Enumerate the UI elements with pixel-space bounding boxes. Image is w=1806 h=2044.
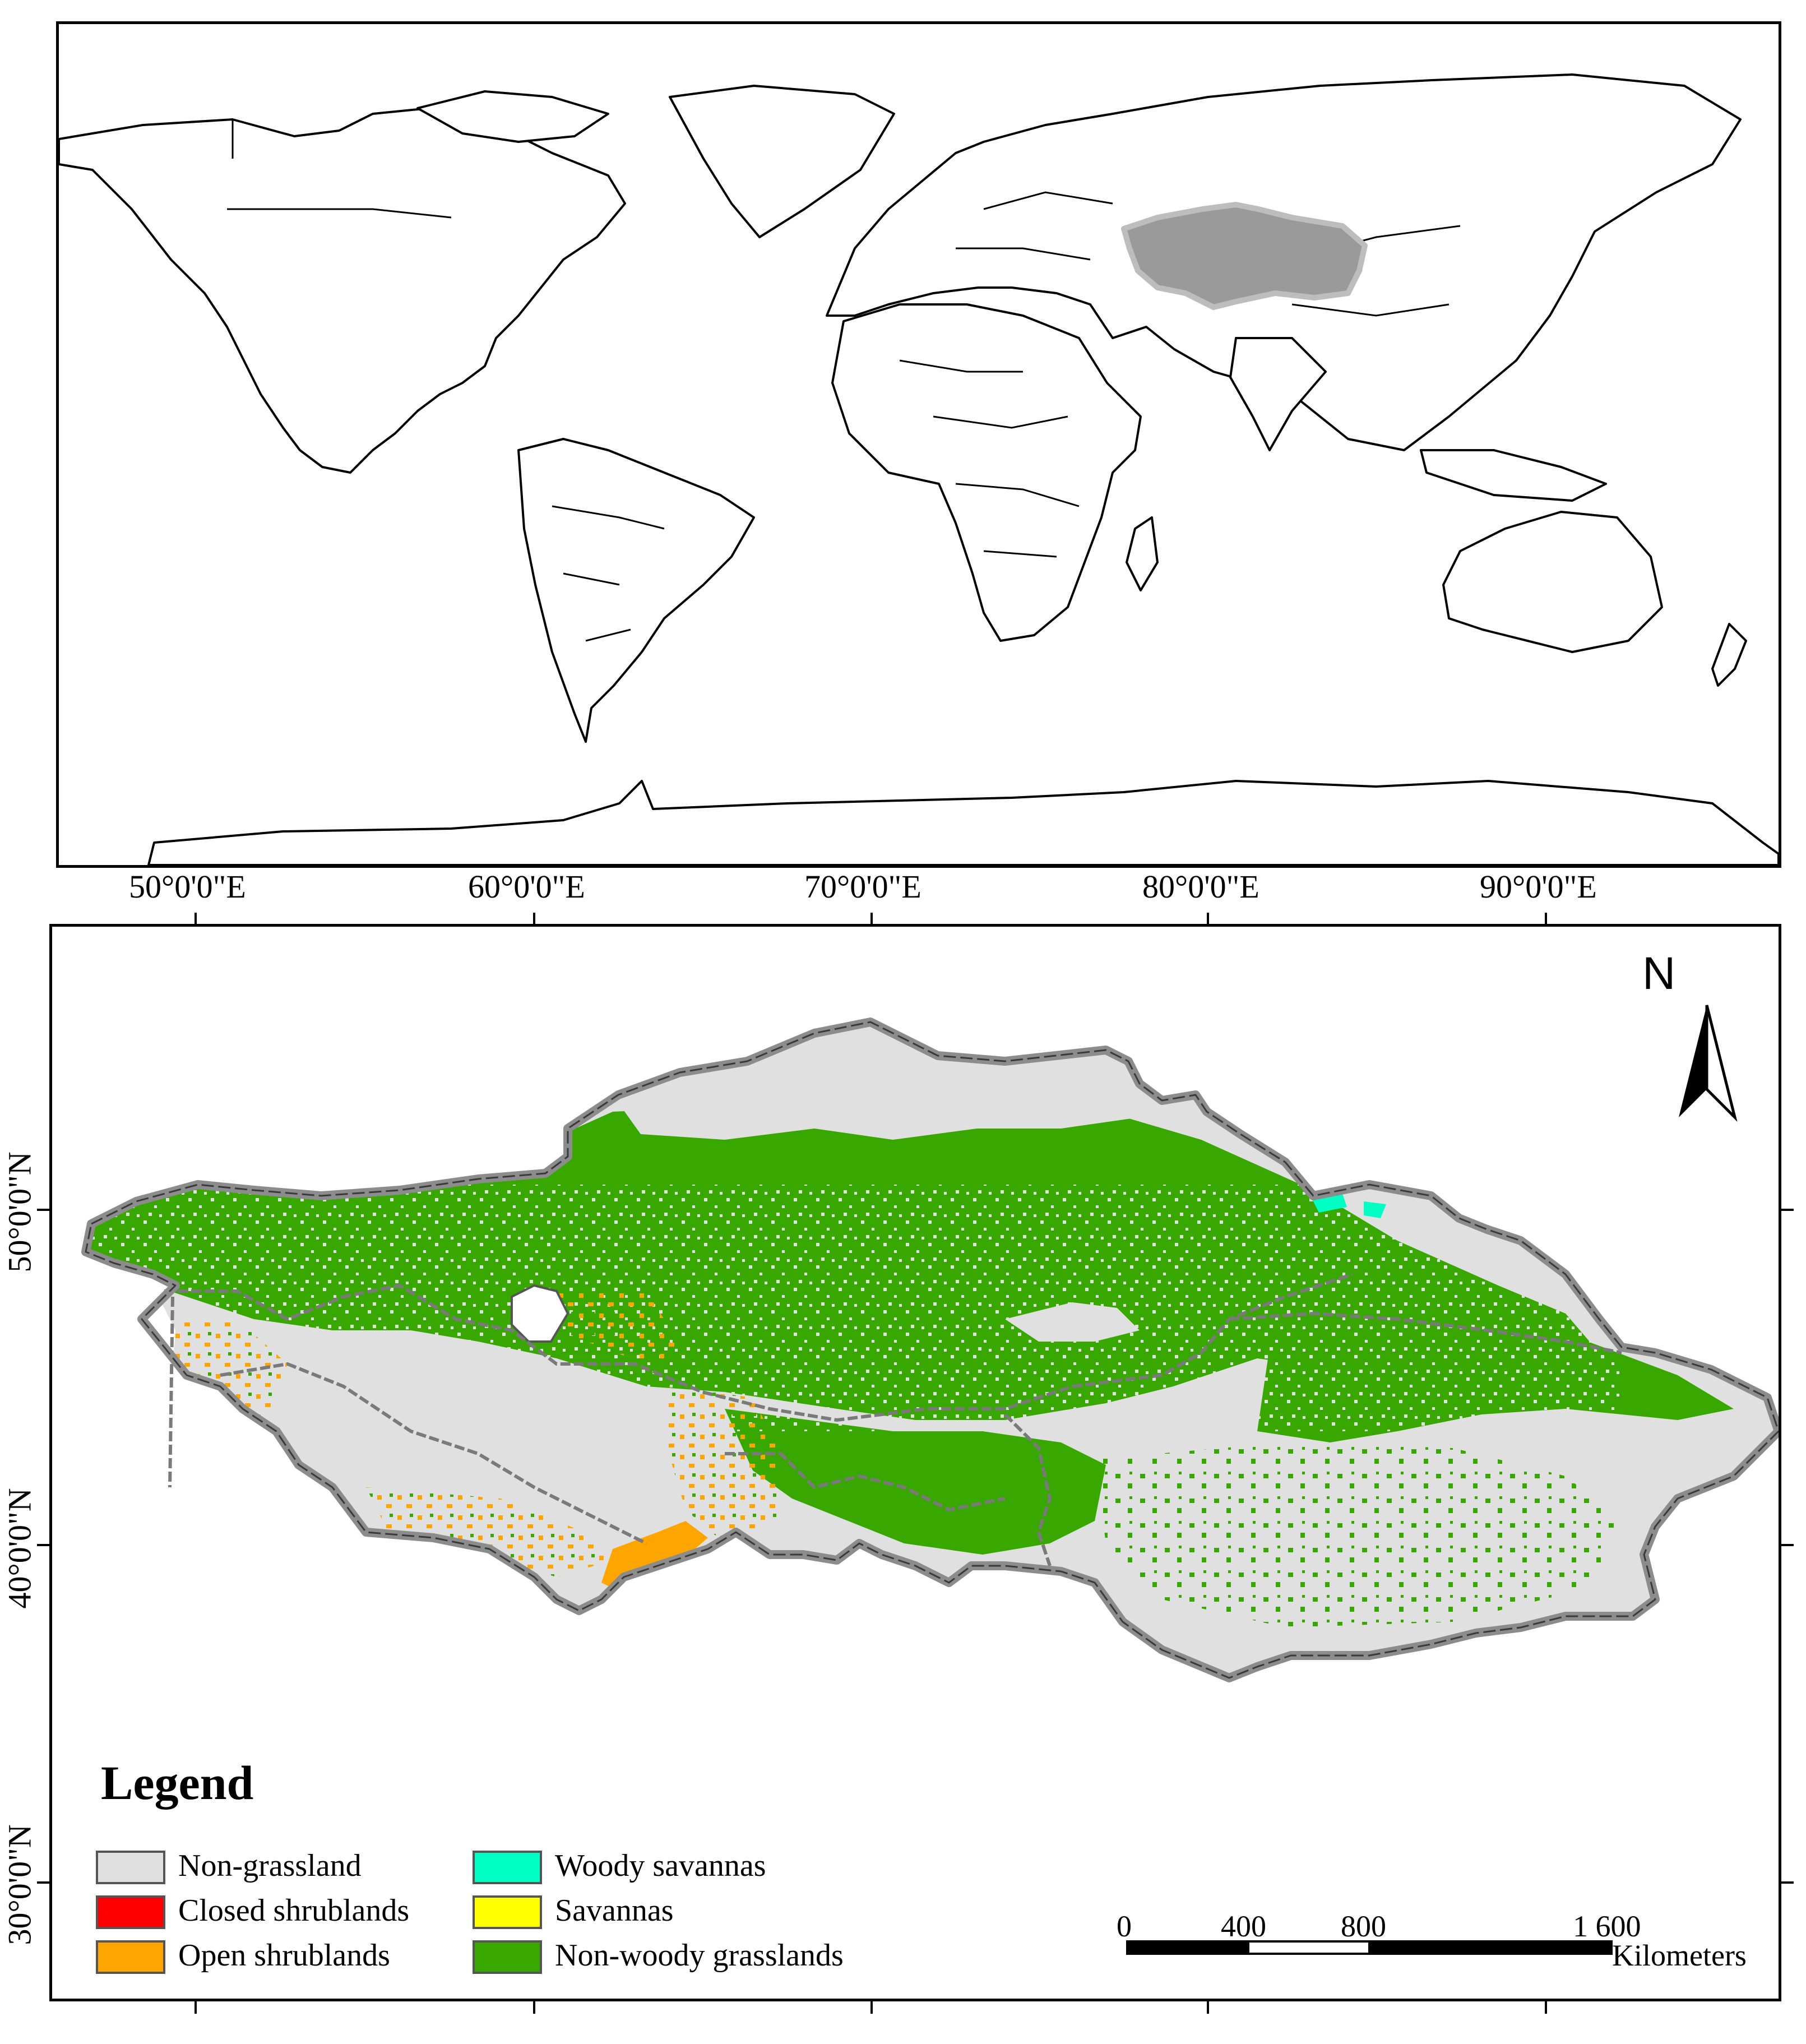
open-shrublands-southwest	[366, 1487, 613, 1577]
lon-tick-bottom-70	[870, 2001, 873, 2014]
open-shrublands-center	[669, 1386, 781, 1543]
lon-tick-80	[1207, 913, 1209, 924]
woody-savannas-northeast-2	[1364, 1201, 1386, 1218]
legend-swatch-non-grassland	[96, 1851, 165, 1884]
lat-tick-50-right	[1781, 1209, 1794, 1211]
legend-text: Open shrublands	[178, 1938, 390, 1973]
world-map-svg	[59, 73, 1779, 865]
caspian-sea-lake	[86, 1285, 175, 1571]
lon-tick-60	[533, 913, 535, 924]
lon-label-70: 70°0'0"E	[804, 868, 921, 905]
lat-label-30: 30°0'0"N	[1, 1824, 38, 1945]
grassland-southeast-scatter	[1095, 1442, 1622, 1627]
legend-title: Legend	[101, 1756, 254, 1810]
border-mongolia-china	[1229, 1312, 1622, 1354]
antarctica-landmass	[147, 780, 1779, 865]
lon-tick-bottom-60	[533, 2001, 535, 2014]
africa-borders	[899, 359, 1080, 558]
greenland-landmass	[669, 85, 895, 238]
legend-label-non-woody-grasslands: Non-woody grasslands	[555, 1938, 844, 1973]
border-tajik-kyrgyz	[725, 1452, 1006, 1511]
lat-tick-30-right	[1781, 1881, 1794, 1884]
africa-landmass	[831, 303, 1142, 642]
lat-label-50: 50°0'0"N	[1, 1152, 38, 1273]
legend-text: Savannas	[555, 1893, 674, 1928]
lon-label-80: 80°0'0"E	[1142, 868, 1259, 905]
scale-label-0: 0	[1117, 1909, 1132, 1943]
central-asia-highlight	[1121, 202, 1368, 310]
grassland-speckle-overlay	[86, 1185, 1622, 1431]
open-shrublands-aral	[529, 1291, 686, 1364]
scale-seg-800-1600	[1368, 1940, 1613, 1955]
lon-label-50: 50°0'0"E	[129, 868, 246, 905]
grassland-map-svg	[52, 1005, 1779, 1974]
border-kazakhstan-south	[164, 1273, 1353, 1422]
lon-tick-50	[195, 913, 197, 924]
scale-label-1600: 1 600	[1573, 1909, 1641, 1943]
legend-swatches	[96, 1851, 542, 1974]
south-america-landmass	[517, 438, 755, 743]
scale-unit-label: Kilometers	[1612, 1939, 1747, 1972]
madagascar-landmass	[1126, 516, 1159, 591]
lon-tick-bottom-80	[1207, 2001, 1209, 2014]
lat-tick-40-right	[1781, 1544, 1794, 1546]
legend-label-woody-savannas: Woody savannas	[555, 1848, 766, 1883]
north-america-landmass	[59, 107, 626, 474]
scale-label-800: 800	[1341, 1909, 1386, 1943]
central-asia-grassland-map	[49, 924, 1781, 2001]
legend-label-open-shrublands: Open shrublands	[178, 1938, 390, 1973]
sea-islands	[1420, 449, 1607, 502]
lon-tick-bottom-90	[1545, 2001, 1547, 2014]
lon-tick-bottom-50	[195, 2001, 197, 2014]
lon-tick-90	[1545, 913, 1547, 924]
world-locator-map	[56, 21, 1781, 868]
new-zealand-landmass	[1711, 623, 1747, 687]
legend-text: Closed shrublands	[178, 1893, 410, 1928]
lat-tick-30-left	[37, 1881, 49, 1884]
legend-label-closed-shrublands: Closed shrublands	[178, 1893, 409, 1928]
legend-label-non-grassland: Non-grassland	[178, 1848, 362, 1883]
aral-sea-lake	[511, 1284, 569, 1343]
legend-swatch-closed-shrublands	[96, 1895, 165, 1929]
north-arrow-icon	[1679, 1005, 1738, 1122]
non-grassland-north-patch	[613, 1067, 1140, 1140]
legend-text: Non-grassland	[178, 1848, 362, 1883]
lat-label-40: 40°0'0"N	[1, 1488, 38, 1609]
north-arrow-label: N	[1642, 948, 1676, 999]
legend-swatch-woody-savannas	[473, 1851, 542, 1884]
legend-swatch-savannas	[473, 1895, 542, 1929]
lat-tick-50-left	[37, 1209, 49, 1211]
lon-label-90: 90°0'0"E	[1480, 868, 1597, 905]
border-caspian-west	[168, 1296, 174, 1488]
scale-bar	[1126, 1940, 1613, 1955]
border-uzbek-turkmen	[220, 1362, 647, 1545]
lat-tick-40-left	[37, 1544, 49, 1546]
south-america-borders	[552, 505, 665, 642]
us-canada-border	[227, 208, 452, 219]
eurasia-borders	[956, 191, 1461, 317]
legend-text: Woody savannas	[555, 1848, 766, 1883]
india-landmass	[1229, 337, 1327, 451]
legend-label-savannas: Savannas	[555, 1893, 674, 1928]
legend-swatch-open-shrublands	[96, 1940, 165, 1974]
grassland-south-center	[725, 1409, 1106, 1555]
lon-tick-70	[870, 913, 873, 924]
border-china-west	[1003, 1413, 1052, 1566]
scale-label-400: 400	[1221, 1909, 1266, 1943]
legend-swatch-non-woody-grasslands	[473, 1940, 542, 1974]
australia-landmass	[1442, 511, 1663, 653]
lon-label-60: 60°0'0"E	[468, 868, 585, 905]
legend-text: Non-woody grasslands	[555, 1938, 844, 1973]
arctic-islands	[416, 90, 609, 143]
